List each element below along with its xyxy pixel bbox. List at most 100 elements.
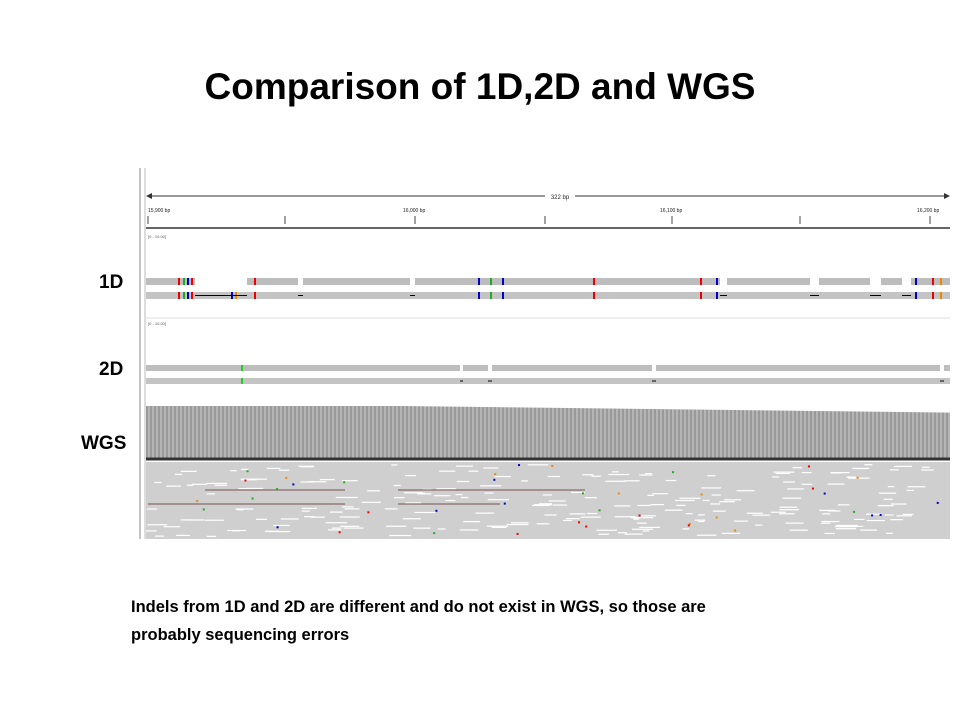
coverage-wgs (306, 406, 308, 458)
coverage-wgs (370, 406, 372, 458)
coverage-wgs (830, 411, 832, 458)
coverage-wgs (204, 406, 206, 458)
mismatch (915, 278, 917, 285)
track-label: 1D (99, 272, 124, 293)
coverage-wgs (756, 410, 758, 458)
coverage-wgs (622, 408, 624, 458)
read-dash (180, 470, 197, 472)
read-dash (584, 497, 597, 499)
coverage-wgs (936, 412, 938, 458)
read-dash (491, 526, 507, 528)
coverage-wgs (418, 406, 420, 458)
mismatch (196, 500, 199, 503)
coverage-wgs (904, 412, 906, 458)
coverage-wgs (406, 406, 408, 458)
read-dash (163, 526, 181, 528)
coverage-wgs (478, 406, 480, 458)
ruler-arrow (944, 193, 950, 199)
coverage-wgs (488, 407, 490, 458)
read-dash (307, 481, 327, 483)
gap (488, 365, 492, 371)
mismatch (503, 502, 506, 505)
mismatch (853, 510, 856, 513)
coverage-wgs (290, 406, 292, 458)
mismatch (254, 292, 256, 299)
mismatch (915, 292, 917, 299)
coverage-wgs (942, 412, 944, 458)
read-dash (801, 472, 812, 474)
coverage-wgs (446, 406, 448, 458)
coverage-wgs (818, 411, 820, 458)
coverage-wgs (586, 408, 588, 458)
coverage-wgs (534, 407, 536, 458)
coverage-wgs (726, 409, 728, 458)
coverage-wgs (328, 406, 330, 458)
coverage-wgs (434, 406, 436, 458)
coverage-wgs (516, 407, 518, 458)
coverage-wgs (576, 408, 578, 458)
mismatch (183, 292, 185, 299)
coverage-wgs (838, 411, 840, 458)
coverage-wgs (688, 409, 690, 458)
mismatch (593, 292, 595, 299)
coverage-wgs (608, 408, 610, 458)
coverage-wgs (668, 409, 670, 458)
coverage-wgs (738, 410, 740, 458)
coverage-wgs (846, 411, 848, 458)
mismatch (593, 278, 595, 285)
coverage-wgs (824, 411, 826, 458)
coverage-wgs (924, 412, 926, 458)
mismatch (254, 278, 256, 285)
coverage-wgs (372, 406, 374, 458)
read-dash (416, 492, 425, 494)
coverage-wgs (242, 406, 244, 458)
coverage-wgs (150, 406, 152, 458)
coverage-wgs (664, 409, 666, 458)
coverage-wgs (754, 410, 756, 458)
read-dash (445, 499, 456, 502)
read-dash (319, 479, 335, 481)
coverage-wgs (734, 410, 736, 458)
caption-line: Indels from 1D and 2D are different and … (131, 598, 706, 616)
coverage-wgs (612, 408, 614, 458)
coverage-wgs (724, 409, 726, 458)
coverage-wgs (770, 410, 772, 458)
coverage-wgs (258, 406, 260, 458)
coverage-wgs (632, 408, 634, 458)
read-dash (237, 509, 244, 511)
coverage-wgs (184, 406, 186, 458)
coverage-wgs (588, 408, 590, 458)
read-1d (146, 292, 950, 299)
read-dash (719, 501, 735, 503)
coverage-wgs (146, 406, 148, 458)
read-dash (174, 473, 183, 475)
gap (720, 278, 727, 285)
coverage-wgs (492, 407, 494, 458)
coverage-wgs (540, 407, 542, 458)
read-dash (835, 528, 857, 530)
read-dash (885, 532, 893, 534)
coverage-wgs (840, 411, 842, 458)
coverage-wgs (324, 406, 326, 458)
ruler-position: 16,100 bp (660, 208, 682, 214)
coverage-wgs (498, 407, 500, 458)
read-dash (301, 510, 310, 512)
coverage-wgs (806, 410, 808, 458)
coverage-wgs (820, 411, 822, 458)
coverage-wgs (860, 411, 862, 458)
coverage-wgs (474, 406, 476, 458)
coverage-wgs (218, 406, 220, 458)
coverage-wgs (408, 406, 410, 458)
read-dash (770, 511, 786, 513)
coverage-wgs (852, 411, 854, 458)
coverage-wgs (776, 410, 778, 458)
read-dash (562, 519, 572, 522)
read-dash (582, 474, 594, 476)
read-dash (238, 488, 255, 490)
coverage-wgs (450, 406, 452, 458)
read-dash (783, 481, 796, 483)
read-dash (789, 529, 808, 531)
coverage-wgs (472, 406, 474, 458)
coverage-wgs (750, 410, 752, 458)
coverage-wgs (676, 409, 678, 458)
